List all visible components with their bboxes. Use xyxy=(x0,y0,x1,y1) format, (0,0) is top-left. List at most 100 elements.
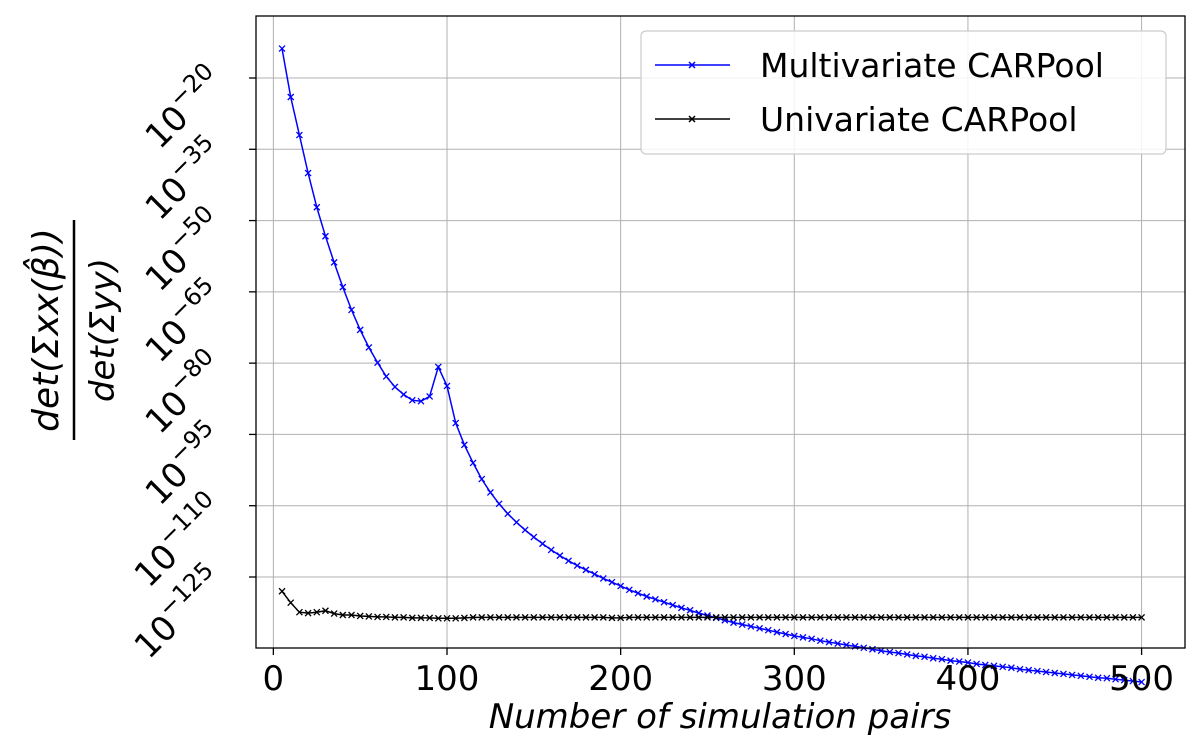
data-point xyxy=(756,624,764,632)
series-line-1 xyxy=(281,590,1142,620)
data-point xyxy=(495,613,503,621)
data-point xyxy=(738,613,746,621)
data-point xyxy=(313,203,321,211)
data-point xyxy=(539,613,546,621)
data-point xyxy=(834,640,842,647)
data-point xyxy=(295,131,303,139)
data-point xyxy=(643,613,651,621)
y-tick-label: 10−50 xyxy=(138,200,219,300)
data-point xyxy=(816,637,824,645)
data-point xyxy=(660,598,668,606)
legend-marker-multivariate xyxy=(688,61,696,69)
data-point xyxy=(408,396,416,404)
data-point xyxy=(400,391,408,398)
data-point xyxy=(764,626,772,634)
data-point xyxy=(460,614,468,622)
data-point xyxy=(1120,613,1128,621)
data-point xyxy=(1138,613,1146,621)
data-point xyxy=(868,613,876,621)
data-point xyxy=(547,546,555,554)
x-tick-label: 100 xyxy=(415,659,480,699)
legend-label-multivariate: Multivariate CARPool xyxy=(760,46,1104,85)
data-point xyxy=(556,613,564,621)
data-point xyxy=(929,613,937,621)
data-point xyxy=(556,552,564,560)
data-point xyxy=(1025,613,1033,621)
data-point xyxy=(1068,671,1076,679)
data-point xyxy=(782,630,790,638)
data-point xyxy=(625,613,633,621)
data-point xyxy=(669,601,677,609)
data-point xyxy=(478,613,486,621)
data-point xyxy=(304,169,312,177)
data-point xyxy=(999,663,1007,671)
data-point xyxy=(834,613,842,621)
data-point xyxy=(1129,613,1137,621)
data-point xyxy=(973,660,981,668)
data-point xyxy=(599,613,607,621)
data-point xyxy=(321,232,329,240)
data-point xyxy=(486,488,494,496)
data-point xyxy=(677,604,685,612)
data-point xyxy=(426,614,434,622)
data-point xyxy=(565,613,573,621)
data-point xyxy=(591,570,599,578)
data-point xyxy=(921,613,928,621)
data-point xyxy=(651,595,659,603)
data-point xyxy=(990,613,998,621)
data-point xyxy=(842,641,850,649)
data-point xyxy=(1042,668,1050,676)
data-point xyxy=(582,566,590,574)
data-point xyxy=(469,613,477,621)
legend: Multivariate CARPool Univariate CARPool xyxy=(640,30,1167,155)
data-point xyxy=(730,613,737,621)
y-tick-label-text: 10−80 xyxy=(133,342,233,442)
data-point xyxy=(382,372,390,380)
data-point xyxy=(973,613,981,621)
legend-label-univariate: Univariate CARPool xyxy=(760,100,1078,139)
data-point xyxy=(955,613,963,621)
data-point xyxy=(947,613,955,621)
data-point xyxy=(434,614,442,622)
data-point xyxy=(478,475,486,483)
data-point xyxy=(964,659,972,667)
data-point xyxy=(278,45,286,52)
data-point xyxy=(321,607,329,615)
data-point xyxy=(634,589,642,597)
data-point xyxy=(313,608,321,616)
data-point xyxy=(599,574,607,582)
data-point xyxy=(756,613,764,621)
y-axis-label-denominator: det(Σyy) xyxy=(83,258,123,402)
data-point xyxy=(634,613,642,621)
data-point xyxy=(773,613,781,621)
data-point xyxy=(565,557,573,565)
data-point xyxy=(1138,678,1146,686)
data-point xyxy=(1068,613,1076,621)
data-point xyxy=(695,613,703,621)
y-axis-label-numerator: det(Σxx(β̂)) xyxy=(22,228,67,432)
legend-marker-univariate xyxy=(688,115,696,123)
y-tick-label-text: 10−95 xyxy=(133,414,233,514)
data-point xyxy=(391,613,399,621)
data-point xyxy=(1103,613,1111,621)
data-point xyxy=(651,613,659,621)
data-point xyxy=(417,614,425,622)
data-point xyxy=(921,653,928,661)
data-point xyxy=(365,344,373,351)
data-point xyxy=(287,599,295,607)
data-point xyxy=(851,613,859,621)
data-point xyxy=(886,613,894,621)
data-point xyxy=(434,363,442,371)
data-point xyxy=(747,613,755,621)
data-point xyxy=(365,612,373,620)
data-point xyxy=(964,613,972,621)
x-tick-label: 0 xyxy=(263,659,285,699)
x-tick-label: 200 xyxy=(588,659,653,699)
data-point xyxy=(747,622,755,630)
data-point xyxy=(782,613,790,621)
data-point xyxy=(1016,665,1024,673)
data-point xyxy=(704,613,711,621)
data-point xyxy=(513,518,520,526)
data-point xyxy=(764,613,772,621)
